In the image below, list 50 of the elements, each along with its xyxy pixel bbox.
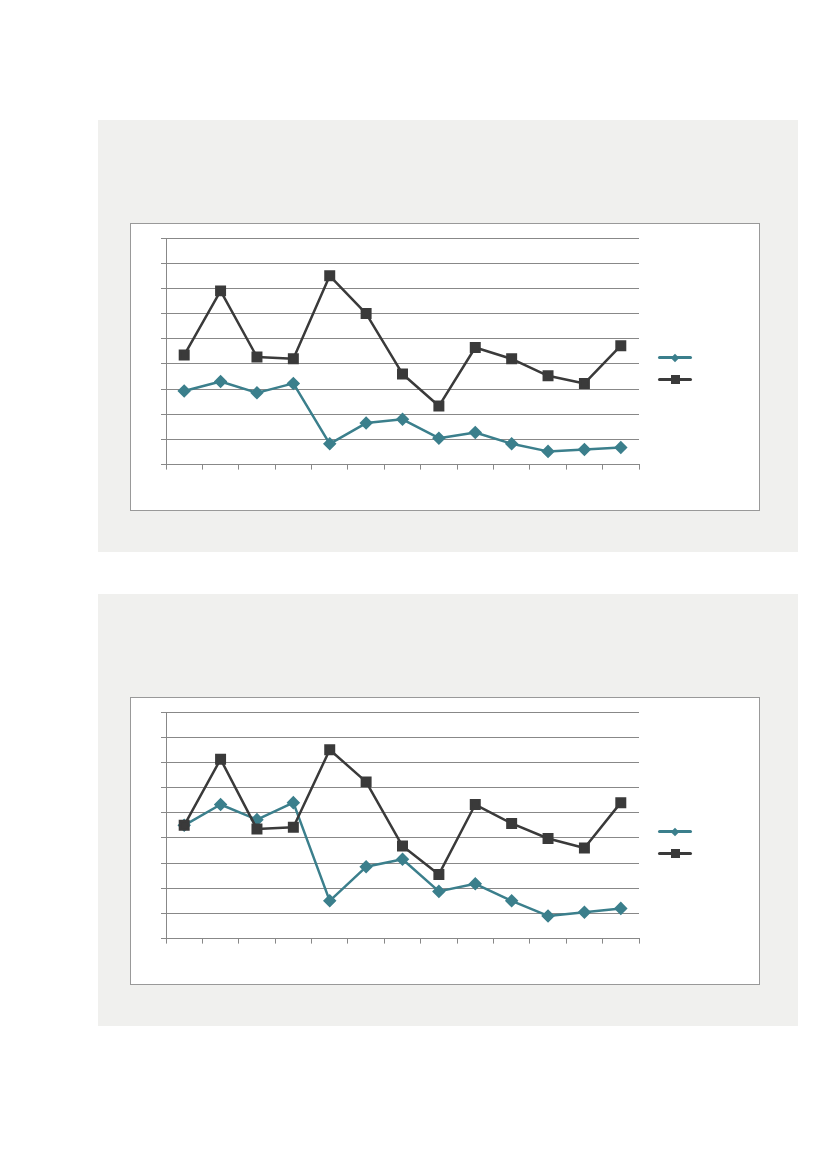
point [506,817,518,829]
point [397,368,408,380]
point [251,823,263,835]
point [215,753,227,765]
point [324,270,336,282]
point [432,431,446,445]
point [541,445,555,458]
point [287,377,300,390]
point [541,909,555,923]
point [324,744,336,756]
point [542,833,554,845]
point [506,353,518,365]
point [287,353,299,365]
point [360,308,372,320]
point [250,813,264,826]
point [469,877,482,891]
point [542,370,554,382]
point [287,821,299,833]
point [178,349,190,361]
point [359,860,373,874]
point [323,894,336,908]
point [360,776,372,788]
point [505,894,518,908]
point [396,853,409,866]
point [433,868,445,880]
point [505,437,518,451]
point [614,441,628,454]
point [396,413,409,426]
point [614,902,628,915]
point [215,285,227,297]
point [177,384,191,398]
point [323,437,336,451]
point [432,885,446,898]
point [433,400,445,412]
point [615,797,627,809]
point [287,796,300,809]
point [578,842,590,854]
point [578,443,591,456]
point [578,377,590,389]
point [214,375,227,388]
point [359,416,373,430]
point [615,340,627,352]
point [469,342,481,354]
point [469,426,482,439]
point [214,798,227,811]
point [251,351,263,363]
point [397,840,408,852]
point [578,905,591,919]
point [250,386,264,400]
point [469,799,481,811]
